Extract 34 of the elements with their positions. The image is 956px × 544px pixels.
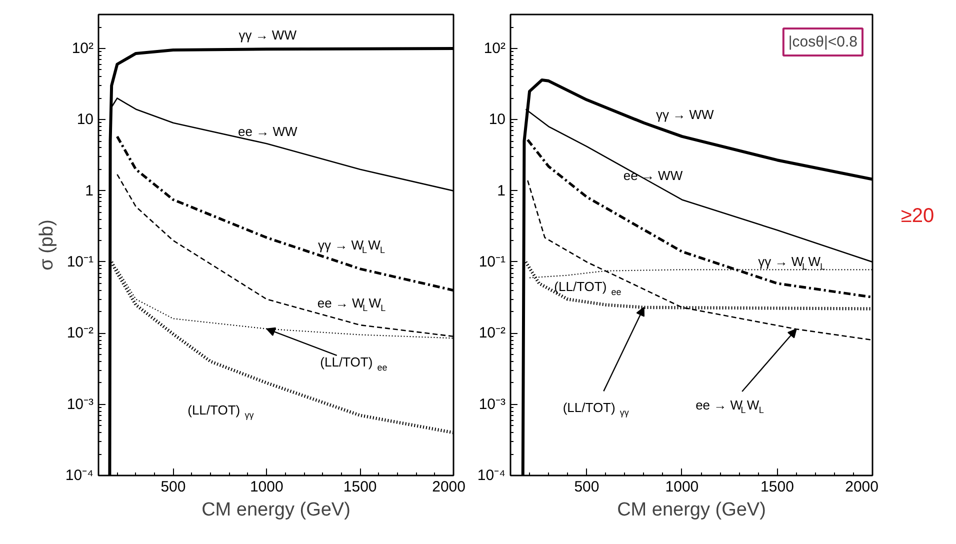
annotation: |cosθ|<0.8 (788, 34, 858, 50)
series-label: (LL/TOT)γγ (188, 402, 254, 420)
x-axis-title: CM energy (GeV) (202, 500, 350, 520)
x-tick-label: 1500 (343, 478, 377, 496)
series-label: ee → WW (238, 124, 298, 140)
series-label: γγ → WW (656, 106, 715, 122)
y-tick-label: 1 (497, 182, 506, 200)
series-label: (LL/TOT)ee (554, 278, 622, 297)
x-tick-label: 1500 (760, 478, 794, 496)
x-tick-label: 1000 (250, 478, 284, 496)
x-tick-label: 2000 (432, 478, 466, 496)
text: (LL/TOT)γγ (562, 400, 630, 418)
y-tick-label: 10 (76, 111, 94, 128)
y-tick-label: 10⁻³ (66, 396, 94, 413)
y-tick-label: 10⁻⁴ (65, 467, 94, 484)
y-tick-label: 10⁻³ (478, 396, 506, 413)
y-axis-title: σ (pb) (36, 220, 58, 270)
y-tick-label: 10⁻¹ (66, 253, 94, 270)
y-tick-label: 10⁻¹ (478, 253, 506, 270)
y-tick-label: 10⁻² (478, 324, 506, 342)
x-tick-label: 2000 (845, 478, 879, 496)
y-tick-label: 10⁻² (66, 324, 94, 342)
x-tick-label: 500 (574, 478, 600, 496)
text: ≥20 (900, 204, 934, 227)
y-tick-label: 1 (85, 182, 94, 200)
series-label: (LL/TOT)ee (320, 354, 388, 372)
y-tick-label: 10⁻⁴ (477, 467, 506, 484)
y-tick-label: 10² (484, 40, 506, 57)
y-tick-label: 10² (72, 40, 94, 57)
series-label: γγ → WW (238, 28, 298, 43)
x-tick-label: 500 (160, 478, 186, 496)
x-axis-title: CM energy (GeV) (617, 500, 766, 520)
x-tick-label: 1000 (665, 478, 699, 496)
y-tick-label: 10 (488, 111, 506, 128)
